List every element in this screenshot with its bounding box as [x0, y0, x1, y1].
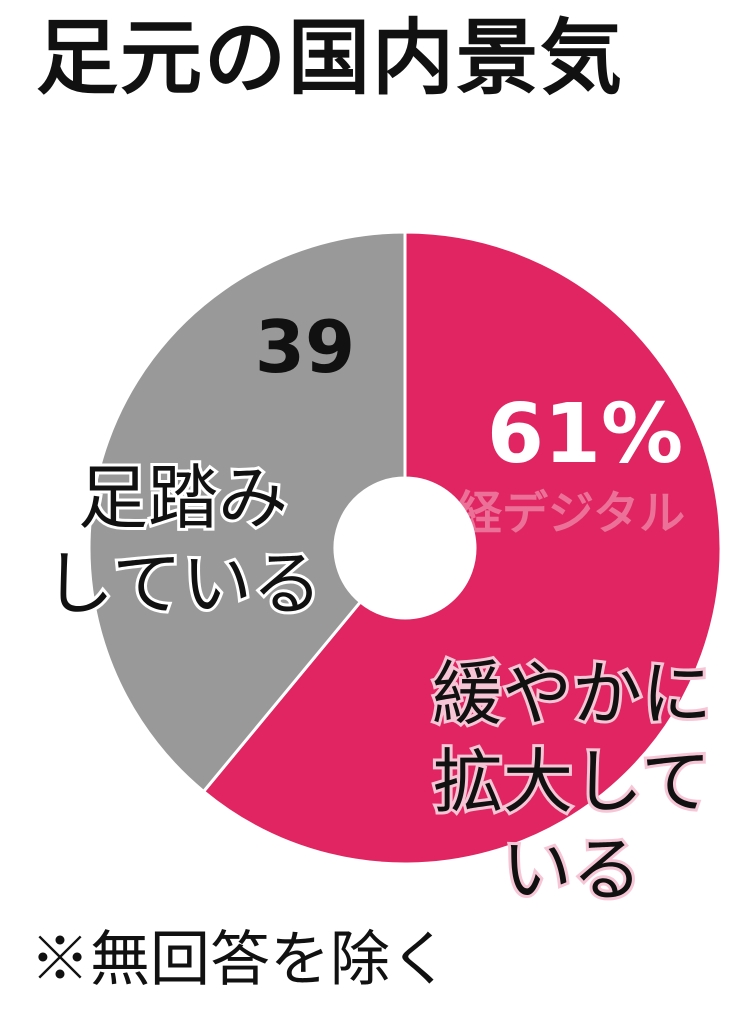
chart-title: 足元の国内景気: [36, 11, 625, 106]
slice-label-line: 足踏み: [78, 457, 288, 539]
slice-value-label-1: 61%: [487, 387, 683, 482]
slice-label-line: 緩やかに: [432, 653, 712, 735]
footnote: ※無回答を除く: [30, 925, 450, 995]
slice-value-label-2: 39: [255, 305, 355, 389]
slice-label-line: している: [44, 543, 322, 625]
watermark-text: 日経デジタル: [410, 486, 686, 540]
slice-label-line: 拡大して: [433, 741, 711, 823]
slice-label-line: いる: [502, 829, 642, 911]
pie-slice-2: [87, 230, 407, 794]
pie-slice-1: [201, 230, 723, 866]
